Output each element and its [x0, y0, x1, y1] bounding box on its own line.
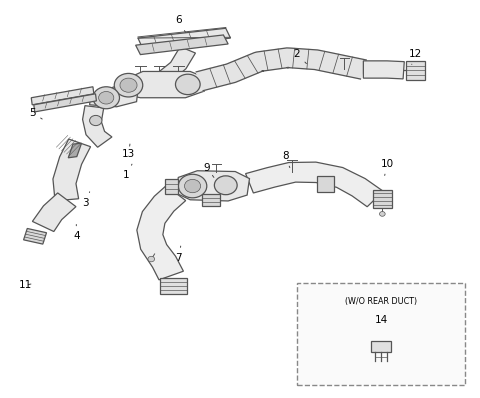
Text: 2: 2 — [294, 49, 306, 64]
Polygon shape — [176, 171, 250, 201]
Bar — [160, 278, 187, 294]
Text: 9: 9 — [204, 163, 214, 178]
FancyBboxPatch shape — [297, 283, 466, 385]
Polygon shape — [32, 193, 76, 232]
Polygon shape — [68, 143, 82, 158]
Polygon shape — [34, 94, 96, 112]
Circle shape — [176, 74, 200, 95]
Text: 3: 3 — [83, 192, 90, 208]
Bar — [202, 194, 219, 206]
Polygon shape — [136, 35, 228, 55]
Circle shape — [380, 212, 385, 216]
Circle shape — [179, 174, 207, 198]
Polygon shape — [116, 72, 207, 98]
Polygon shape — [153, 47, 195, 86]
Text: 10: 10 — [381, 159, 394, 176]
Bar — [371, 341, 391, 352]
Text: 7: 7 — [175, 246, 181, 263]
Bar — [317, 176, 334, 192]
Polygon shape — [90, 85, 138, 107]
Polygon shape — [137, 185, 186, 280]
Polygon shape — [196, 48, 366, 91]
Text: 6: 6 — [175, 16, 185, 32]
Polygon shape — [246, 162, 383, 207]
Circle shape — [120, 78, 137, 92]
Text: 13: 13 — [122, 144, 135, 159]
Circle shape — [184, 179, 201, 193]
Bar — [165, 179, 178, 193]
Text: (W/O REAR DUCT): (W/O REAR DUCT) — [345, 297, 417, 306]
Circle shape — [215, 176, 237, 195]
Text: 4: 4 — [73, 224, 80, 241]
Text: 12: 12 — [409, 49, 422, 64]
Polygon shape — [31, 87, 94, 105]
Circle shape — [148, 256, 155, 262]
Bar — [373, 189, 392, 209]
Polygon shape — [83, 105, 112, 147]
Circle shape — [114, 73, 143, 97]
Polygon shape — [363, 61, 404, 79]
Bar — [24, 228, 47, 244]
Circle shape — [93, 87, 120, 109]
Text: 11: 11 — [19, 280, 32, 290]
Text: 1: 1 — [123, 164, 132, 180]
Bar — [406, 61, 425, 80]
Text: 14: 14 — [374, 315, 388, 325]
Polygon shape — [53, 139, 91, 201]
Text: 5: 5 — [29, 108, 42, 119]
Circle shape — [90, 115, 102, 126]
Text: 8: 8 — [282, 151, 290, 168]
Circle shape — [98, 92, 114, 104]
Polygon shape — [138, 28, 230, 49]
